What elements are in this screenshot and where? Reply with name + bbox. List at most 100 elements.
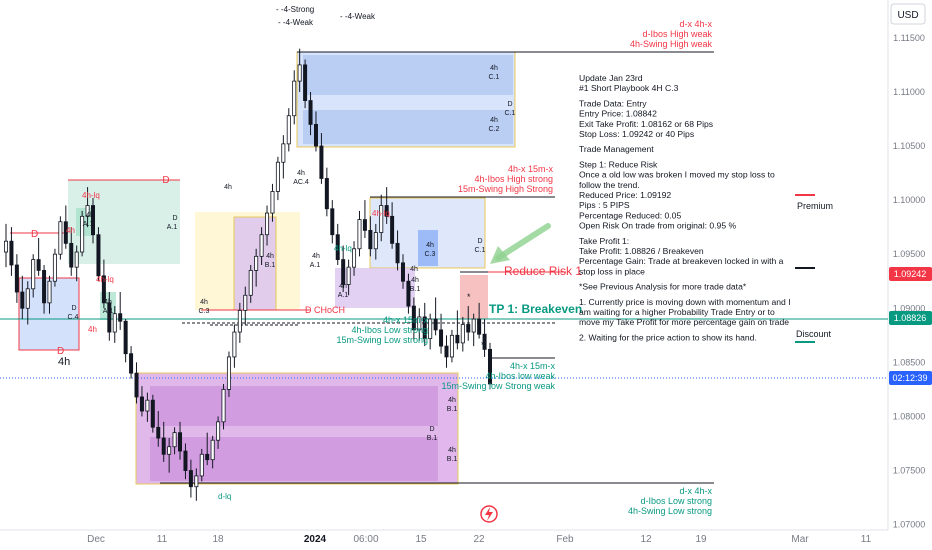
candle[interactable]	[248, 265, 253, 303]
candle[interactable]	[226, 351, 231, 397]
candle[interactable]	[275, 156, 280, 201]
candle[interactable]	[145, 392, 150, 422]
candle[interactable]	[352, 241, 357, 276]
candle[interactable]	[265, 205, 270, 246]
candle[interactable]	[129, 346, 134, 379]
candle[interactable]	[254, 248, 259, 287]
candle[interactable]	[112, 306, 117, 343]
candle[interactable]	[384, 187, 389, 224]
candle[interactable]	[205, 432, 210, 466]
candles[interactable]	[4, 48, 492, 501]
candle[interactable]	[449, 329, 454, 363]
candle[interactable]	[237, 302, 242, 343]
candle[interactable]	[101, 259, 106, 309]
lightning-icon[interactable]	[480, 505, 498, 523]
time-scale[interactable]: Dec 11 18 2024 06:00 15 22 Feb 12 19 Mar…	[0, 529, 888, 545]
candle[interactable]	[324, 167, 329, 217]
candle[interactable]	[58, 216, 63, 260]
candle[interactable]	[107, 292, 112, 341]
candle[interactable]	[444, 335, 449, 368]
candle[interactable]	[471, 313, 476, 347]
candle[interactable]	[259, 227, 264, 265]
candle[interactable]	[42, 265, 47, 314]
candle[interactable]	[379, 194, 384, 242]
candle[interactable]	[346, 259, 351, 296]
candle[interactable]	[74, 245, 79, 282]
candle[interactable]	[417, 308, 422, 341]
candle[interactable]	[319, 133, 324, 184]
candle[interactable]	[466, 306, 471, 341]
candle[interactable]	[460, 316, 465, 352]
candle[interactable]	[477, 302, 482, 339]
candle[interactable]	[9, 227, 14, 276]
candle[interactable]	[390, 202, 395, 249]
price-scale[interactable]: USD 1.11500 1.11000 1.10500 1.10000 1.09500 1…	[887, 0, 926, 530]
candle[interactable]	[400, 254, 405, 289]
candle[interactable]	[183, 443, 188, 480]
candle[interactable]	[221, 383, 226, 430]
candle[interactable]	[362, 200, 367, 238]
candle[interactable]	[69, 227, 74, 276]
candle[interactable]	[455, 310, 460, 350]
candle[interactable]	[292, 70, 297, 125]
candle[interactable]	[123, 319, 128, 363]
candle[interactable]	[134, 362, 139, 404]
candle[interactable]	[308, 91, 313, 136]
candle[interactable]	[150, 394, 155, 433]
candle[interactable]	[4, 223, 9, 268]
candle[interactable]	[428, 313, 433, 350]
candle[interactable]	[286, 108, 291, 152]
candle[interactable]	[91, 197, 96, 244]
candle[interactable]	[96, 227, 101, 282]
candle[interactable]	[172, 427, 177, 455]
candle[interactable]	[31, 254, 36, 298]
candle[interactable]	[85, 187, 90, 228]
candle[interactable]	[406, 273, 411, 314]
candle[interactable]	[80, 210, 85, 257]
candle[interactable]	[487, 342, 492, 390]
candle[interactable]	[167, 438, 172, 473]
candle[interactable]	[139, 386, 144, 417]
candle[interactable]	[161, 421, 166, 462]
candle[interactable]	[330, 200, 335, 244]
candle[interactable]	[439, 313, 444, 354]
candle[interactable]	[156, 411, 161, 447]
candle[interactable]	[313, 111, 318, 152]
candle[interactable]	[357, 210, 362, 257]
candle[interactable]	[368, 216, 373, 257]
candle[interactable]	[422, 302, 427, 347]
candle[interactable]	[335, 223, 340, 265]
label-4h: 4h	[426, 242, 434, 249]
candle[interactable]	[373, 223, 378, 260]
currency-badge[interactable]	[890, 3, 926, 25]
candle[interactable]	[14, 254, 19, 303]
candle[interactable]	[210, 435, 215, 469]
candle[interactable]	[341, 245, 346, 293]
candle[interactable]	[270, 183, 275, 222]
y-tick: 1.10000	[893, 195, 926, 205]
candle[interactable]	[297, 48, 302, 92]
candle[interactable]	[243, 286, 248, 325]
candle[interactable]	[188, 459, 193, 498]
candle[interactable]	[36, 237, 41, 276]
zone-reduce-risk[interactable]	[460, 275, 488, 319]
candle[interactable]	[281, 135, 286, 179]
candle[interactable]	[411, 297, 416, 341]
candle[interactable]	[47, 275, 52, 314]
candle[interactable]	[20, 275, 25, 320]
label-4h: 4h	[410, 266, 418, 273]
candle[interactable]	[395, 230, 400, 271]
candle[interactable]	[118, 292, 123, 330]
candle[interactable]	[199, 448, 204, 482]
candle[interactable]	[303, 59, 308, 109]
candle[interactable]	[25, 281, 30, 325]
candle[interactable]	[433, 297, 438, 336]
candle[interactable]	[232, 324, 237, 368]
candle[interactable]	[178, 421, 183, 460]
candle[interactable]	[63, 205, 68, 249]
candle[interactable]	[52, 248, 57, 287]
candle[interactable]	[482, 319, 487, 357]
candle[interactable]	[194, 468, 199, 501]
candle[interactable]	[216, 416, 221, 449]
